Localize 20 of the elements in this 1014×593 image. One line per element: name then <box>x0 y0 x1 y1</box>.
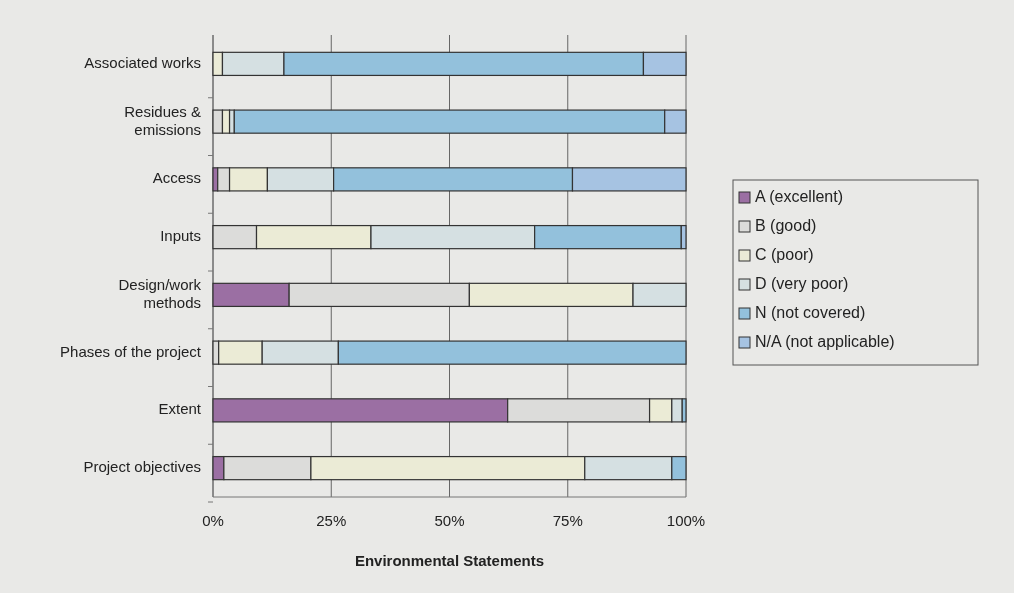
legend-label: B (good) <box>755 217 817 235</box>
y-tick-label: Project objectives <box>83 458 201 476</box>
legend-label: A (excellent) <box>755 188 844 206</box>
x-tick-label: 50% <box>434 512 465 529</box>
y-tick-label: Phases of the project <box>60 342 202 360</box>
legend-label: N (not covered) <box>755 304 866 322</box>
x-tick-label: 100% <box>666 512 706 529</box>
legend-label: D (very poor) <box>755 275 849 293</box>
y-tick-label: Residues & emissions <box>124 102 201 138</box>
y-tick-label: Associated works <box>84 53 201 71</box>
x-tick-label: 0% <box>202 512 224 529</box>
x-tick-label: 25% <box>316 512 347 529</box>
y-tick-label: Design/work methods <box>118 275 202 311</box>
legend-label: N/A (not applicable) <box>755 333 895 351</box>
x-tick-label: 75% <box>552 512 583 529</box>
x-axis-title: Environmental Statements <box>354 552 545 569</box>
y-tick-label: Extent <box>158 400 202 418</box>
legend-label: C (poor) <box>755 246 814 264</box>
y-tick-label: Access <box>152 169 201 187</box>
y-tick-label: Inputs <box>160 227 201 245</box>
